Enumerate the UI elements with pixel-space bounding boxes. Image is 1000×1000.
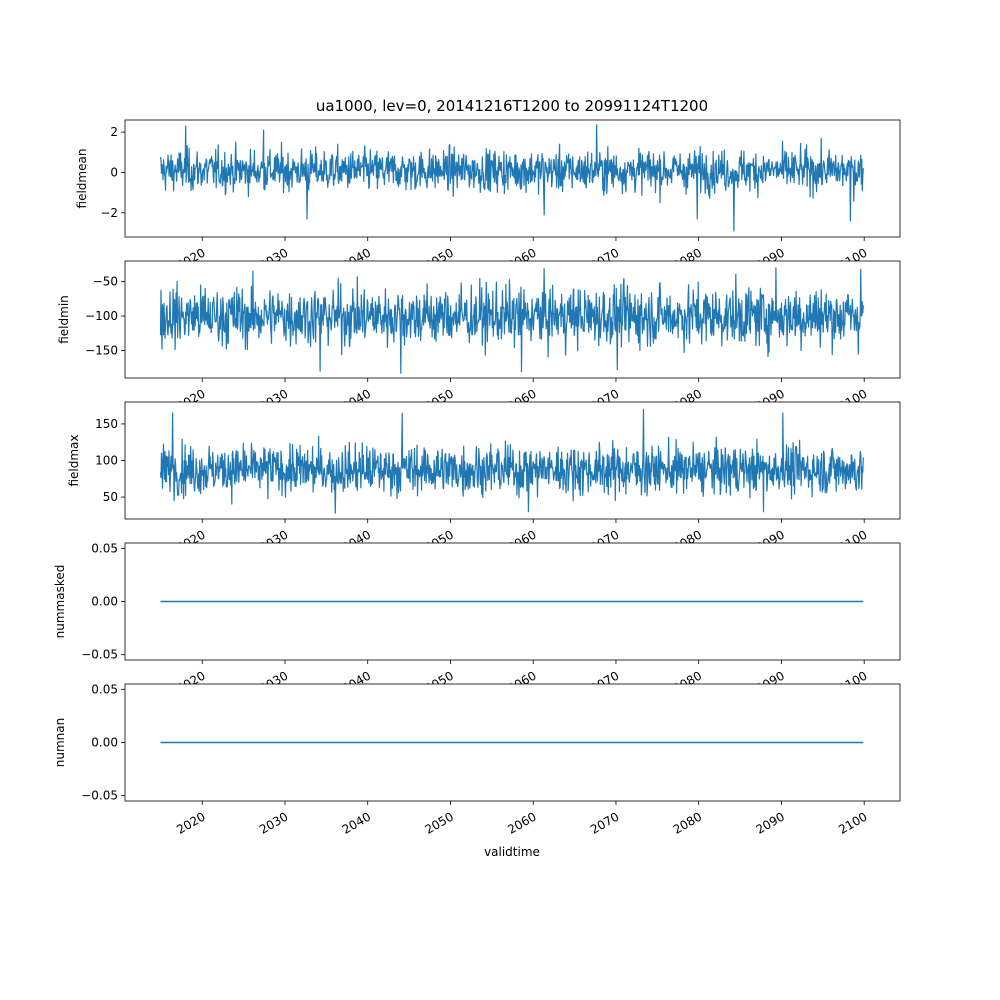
numnan-y-axis-label: numnan — [53, 718, 67, 767]
fieldmin-y-axis-label: fieldmin — [57, 295, 71, 344]
chart-title: ua1000, lev=0, 20141216T1200 to 20991124… — [316, 97, 708, 115]
fieldmin-series-line — [159, 267, 864, 374]
nummasked-y-axis-label: nummasked — [53, 565, 67, 639]
fieldmean-y-tick-label: 2 — [110, 125, 118, 139]
fieldmax-y-tick-label: 150 — [95, 417, 118, 431]
nummasked-y-tick-label: 0.00 — [91, 595, 118, 609]
fieldmean-y-tick-label: 0 — [110, 165, 118, 179]
fieldmax-y-tick-label: 50 — [103, 490, 118, 504]
x-axis-label: validtime — [484, 845, 540, 859]
fieldmean-y-tick-label: −2 — [100, 206, 118, 220]
fieldmin-y-tick-label: −50 — [93, 275, 118, 289]
fieldmean-axes-frame — [124, 119, 901, 238]
numnan-y-tick-label: 0.00 — [91, 736, 118, 750]
fieldmean-series-line — [159, 124, 864, 232]
fieldmin-axes-frame — [124, 260, 901, 379]
fieldmin-y-tick-label: −150 — [85, 343, 118, 357]
fieldmin-y-tick-label: −100 — [85, 309, 118, 323]
fieldmax-y-axis-label: fieldmax — [67, 434, 81, 486]
numnan-y-tick-label: 0.05 — [91, 682, 118, 696]
fieldmax-y-tick-label: 100 — [95, 454, 118, 468]
nummasked-y-tick-label: 0.05 — [91, 541, 118, 555]
fieldmax-series-line — [159, 408, 864, 514]
numnan-y-tick-label: −0.05 — [81, 789, 118, 803]
nummasked-y-tick-label: −0.05 — [81, 648, 118, 662]
fieldmean-y-axis-label: fieldmean — [75, 149, 89, 209]
